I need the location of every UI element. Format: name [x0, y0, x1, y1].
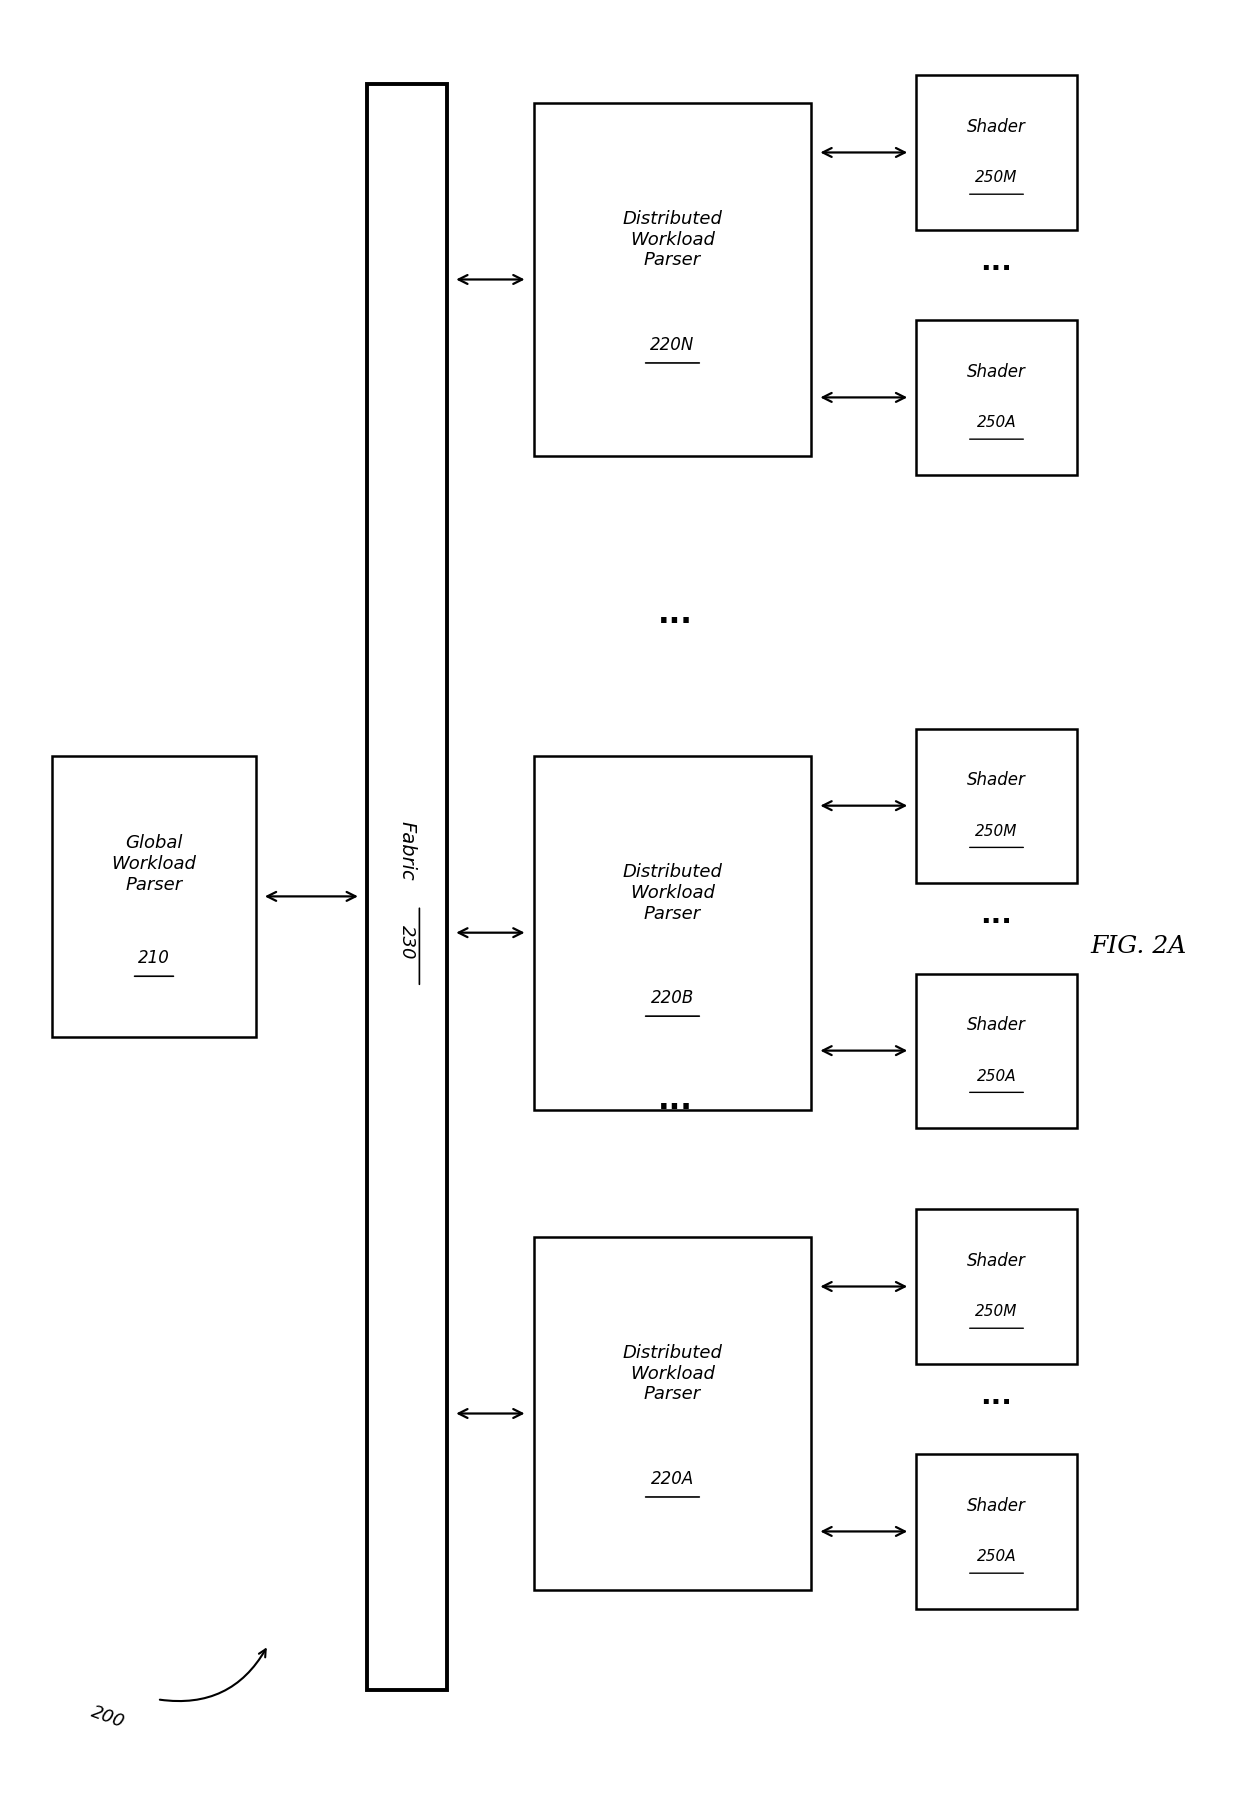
Bar: [533, 102, 811, 457]
Bar: [916, 974, 1076, 1128]
Text: 250A: 250A: [977, 415, 1017, 430]
Text: 250M: 250M: [976, 1305, 1018, 1320]
Text: Shader: Shader: [967, 1016, 1025, 1034]
Text: ...: ...: [981, 248, 1012, 277]
Bar: [367, 84, 448, 1691]
FancyArrowPatch shape: [160, 1649, 265, 1702]
Text: 250M: 250M: [976, 824, 1018, 839]
Text: Fabric: Fabric: [398, 821, 417, 881]
Text: Distributed
Workload
Parser: Distributed Workload Parser: [622, 863, 723, 923]
Text: Distributed
Workload
Parser: Distributed Workload Parser: [622, 209, 723, 269]
Text: FIG. 2A: FIG. 2A: [1090, 935, 1187, 957]
Text: 220A: 220A: [651, 1471, 694, 1487]
Text: ...: ...: [658, 601, 693, 628]
Text: 230: 230: [398, 925, 417, 959]
Text: 250A: 250A: [977, 1068, 1017, 1083]
Bar: [533, 755, 811, 1110]
Text: Shader: Shader: [967, 118, 1025, 136]
Bar: [916, 728, 1076, 883]
Text: Global
Workload
Parser: Global Workload Parser: [112, 834, 196, 894]
Bar: [52, 755, 255, 1037]
Text: Shader: Shader: [967, 1252, 1025, 1270]
Bar: [916, 320, 1076, 475]
Text: Shader: Shader: [967, 1498, 1025, 1514]
Bar: [533, 1236, 811, 1591]
Text: 220B: 220B: [651, 988, 694, 1006]
Bar: [916, 75, 1076, 229]
Text: ...: ...: [658, 1087, 693, 1116]
Text: Distributed
Workload
Parser: Distributed Workload Parser: [622, 1343, 723, 1403]
Text: 220N: 220N: [650, 337, 694, 353]
Bar: [916, 1208, 1076, 1363]
Text: ...: ...: [981, 1381, 1012, 1411]
Text: 200: 200: [88, 1704, 126, 1733]
Bar: [916, 1454, 1076, 1609]
Text: Shader: Shader: [967, 362, 1025, 380]
Text: 250M: 250M: [976, 171, 1018, 186]
Text: 210: 210: [138, 948, 170, 966]
Text: ...: ...: [981, 901, 1012, 930]
Text: Shader: Shader: [967, 772, 1025, 790]
Text: 250A: 250A: [977, 1549, 1017, 1565]
